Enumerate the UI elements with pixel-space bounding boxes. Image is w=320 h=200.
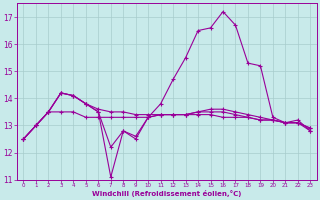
- X-axis label: Windchill (Refroidissement éolien,°C): Windchill (Refroidissement éolien,°C): [92, 190, 242, 197]
